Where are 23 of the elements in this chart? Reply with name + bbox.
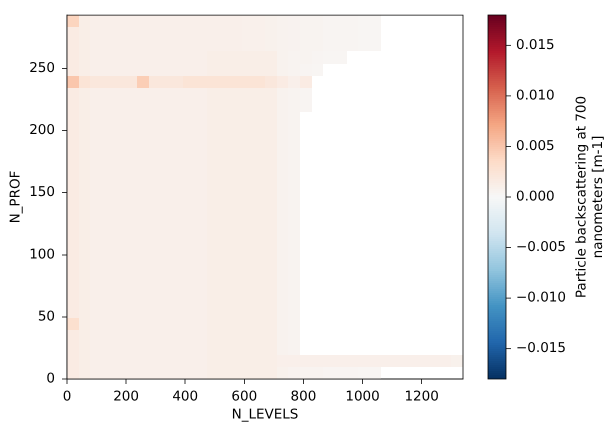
y-tick-label: 150 bbox=[29, 184, 55, 200]
y-tick-label: 100 bbox=[29, 246, 55, 262]
x-tick-label: 400 bbox=[172, 388, 198, 405]
y-tick-label: 0 bbox=[46, 370, 55, 386]
x-tick-label: 1200 bbox=[404, 388, 439, 405]
color-bar-label: 0.015 bbox=[516, 36, 555, 53]
color-bar-label: −0.005 bbox=[516, 239, 566, 256]
color-bar-label: −0.010 bbox=[516, 290, 566, 306]
x-axis-title: N_LEVELS bbox=[232, 406, 298, 422]
y-tick-label: 200 bbox=[29, 122, 55, 138]
x-tick-label: 200 bbox=[113, 388, 139, 405]
x-tick-label: 1000 bbox=[345, 388, 380, 405]
y-tick-label: 250 bbox=[29, 60, 55, 76]
y-tick-label: 50 bbox=[38, 308, 55, 324]
color-bar-title: Particle backscattering at 700 nanometers [m-1] bbox=[574, 96, 606, 298]
x-tick-label: 600 bbox=[231, 388, 258, 405]
x-tick-label: 800 bbox=[290, 388, 316, 405]
x-tick-label: 0 bbox=[62, 388, 72, 405]
y-axis-title: N_PROF bbox=[8, 170, 24, 224]
color-bar-label: 0.000 bbox=[516, 188, 555, 204]
color-bar-label: 0.010 bbox=[516, 87, 555, 104]
color-bar-label: 0.005 bbox=[516, 138, 555, 154]
color-bar-label: −0.015 bbox=[516, 340, 566, 356]
